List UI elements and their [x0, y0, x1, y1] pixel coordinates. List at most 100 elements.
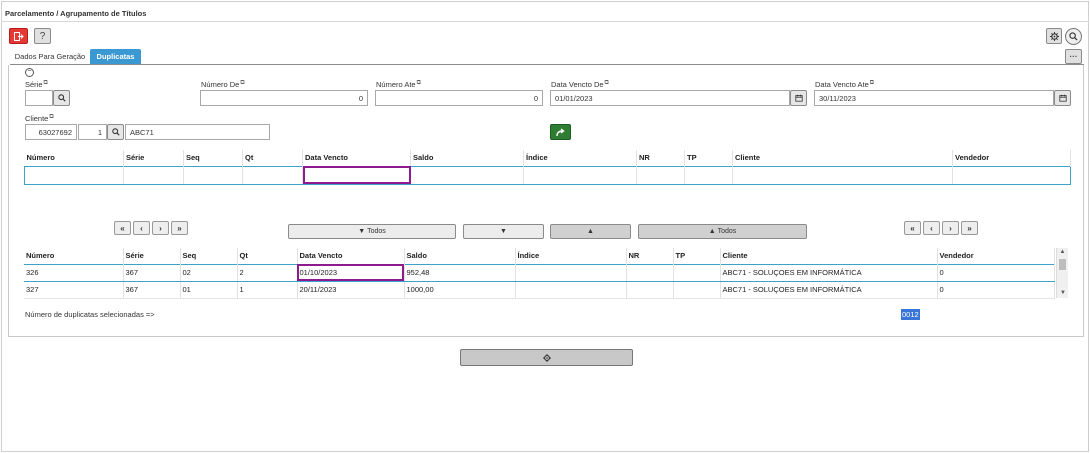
scroll-down-icon[interactable]: ▼: [1060, 290, 1066, 296]
col-serie[interactable]: Série: [123, 248, 181, 264]
more-options-button[interactable]: ···: [1065, 49, 1082, 64]
left-last-page-button[interactable]: »: [171, 221, 188, 235]
col-tp[interactable]: TP: [673, 248, 721, 264]
arrow-down-icon: ▼: [358, 228, 366, 235]
col-nr[interactable]: NR: [636, 150, 685, 166]
data-vencto-ate-label: Data Vencto Ate⧉: [815, 80, 875, 89]
scroll-thumb[interactable]: [1059, 259, 1066, 270]
col-data-vencto[interactable]: Data Vencto: [297, 248, 405, 264]
col-nr[interactable]: NR: [626, 248, 674, 264]
selected-count-label: Número de duplicatas selecionadas =>: [25, 310, 155, 319]
arrow-up-icon: ▲: [708, 228, 716, 235]
remove-one-button[interactable]: ▲: [550, 224, 631, 239]
right-first-page-button[interactable]: «: [904, 221, 921, 235]
search-icon: [111, 128, 120, 136]
col-qt[interactable]: Qt: [242, 150, 303, 166]
table-row[interactable]: 327 367 01 1 20/11/2023 1000,00 ABC71 - …: [24, 281, 1055, 299]
tab-duplicatas[interactable]: Duplicatas: [90, 49, 141, 64]
focused-cell[interactable]: 01/10/2023: [297, 263, 405, 282]
table-header: Número Série Seq Qt Data Vencto Saldo Ín…: [24, 248, 1055, 264]
col-seq[interactable]: Seq: [183, 150, 243, 166]
col-seq[interactable]: Seq: [180, 248, 238, 264]
scroll-up-icon[interactable]: ▲: [1059, 249, 1066, 255]
calendar-icon: [794, 94, 803, 102]
col-qt[interactable]: Qt: [237, 248, 298, 264]
left-prev-page-button[interactable]: ‹: [133, 221, 150, 235]
numero-ate-label: Número Ate⧉: [376, 80, 421, 89]
data-vencto-ate-input[interactable]: 30/11/2023: [814, 90, 1054, 106]
calendar-icon: [1058, 94, 1067, 102]
data-vencto-ate-calendar-button[interactable]: [1054, 90, 1071, 106]
serie-search-button[interactable]: [53, 90, 70, 106]
right-prev-page-button[interactable]: ‹: [923, 221, 940, 235]
col-vendedor[interactable]: Vendedor: [937, 248, 1055, 264]
exit-button[interactable]: [9, 28, 28, 44]
select-one-button[interactable]: ▼: [463, 224, 544, 239]
search-icon: [1069, 32, 1078, 41]
col-tp[interactable]: TP: [684, 150, 733, 166]
numero-de-input[interactable]: 0: [200, 90, 368, 106]
col-saldo[interactable]: Saldo: [410, 150, 524, 166]
col-cliente[interactable]: Cliente: [732, 150, 953, 166]
table-row[interactable]: 326 367 02 2 01/10/2023 952,48 ABC71 - S…: [24, 263, 1055, 282]
col-serie[interactable]: Série: [123, 150, 184, 166]
col-data-vencto[interactable]: Data Vencto: [302, 150, 411, 166]
title-divider: [1, 21, 1089, 22]
help-button[interactable]: ?: [34, 28, 51, 44]
arrow-up-icon: ▲: [587, 228, 594, 235]
right-last-page-button[interactable]: »: [961, 221, 978, 235]
numero-de-label: Número De⧉: [201, 80, 245, 89]
copy-icon: ⧉: [416, 80, 421, 86]
gear-icon: [1049, 31, 1059, 41]
col-vendedor[interactable]: Vendedor: [952, 150, 1071, 166]
available-duplicatas-table: Número Série Seq Qt Data Vencto Saldo Ín…: [24, 150, 1071, 185]
serie-label: Série⧉: [25, 80, 48, 89]
col-numero[interactable]: Número: [24, 150, 124, 166]
forward-arrow-icon: [555, 127, 565, 136]
select-all-button[interactable]: ▼ Todos: [288, 224, 456, 239]
copy-icon: ⧉: [604, 80, 609, 86]
focused-cell[interactable]: [302, 165, 411, 185]
left-first-page-button[interactable]: «: [114, 221, 131, 235]
col-indice[interactable]: Índice: [515, 248, 627, 264]
col-cliente[interactable]: Cliente: [720, 248, 938, 264]
data-vencto-de-label: Data Vencto De⧉: [551, 80, 609, 89]
cliente-search-button[interactable]: [107, 124, 124, 140]
collapse-filters-button[interactable]: −: [25, 68, 34, 77]
cliente-label: Cliente⧉: [25, 114, 54, 123]
duplicatas-panel: [8, 65, 1084, 337]
copy-icon: ⧉: [240, 80, 245, 86]
search-icon: [57, 94, 66, 102]
copy-icon: ⧉: [43, 80, 48, 86]
arrow-down-icon: ▼: [500, 228, 507, 235]
exit-icon: [13, 31, 24, 41]
page-title: Parcelamento / Agrupamento de Títulos: [5, 9, 147, 18]
gear-icon: [542, 353, 551, 362]
remove-all-button[interactable]: ▲ Todos: [638, 224, 807, 239]
table-scrollbar[interactable]: ▲ ▼: [1056, 248, 1068, 298]
col-indice[interactable]: Índice: [523, 150, 637, 166]
data-vencto-de-calendar-button[interactable]: [790, 90, 807, 106]
cliente-seq-input[interactable]: 1: [78, 124, 107, 140]
numero-ate-input[interactable]: 0: [375, 90, 543, 106]
cliente-name-input[interactable]: ABC71: [125, 124, 270, 140]
col-saldo[interactable]: Saldo: [404, 248, 516, 264]
table-row[interactable]: [24, 165, 1071, 185]
copy-icon: ⧉: [49, 114, 54, 120]
copy-icon: ⧉: [869, 80, 875, 86]
process-button[interactable]: [460, 349, 633, 366]
apply-filter-button[interactable]: [550, 124, 571, 140]
cliente-code-input[interactable]: 63027692: [25, 124, 77, 140]
tab-dados-para-geracao[interactable]: Dados Para Geração: [14, 52, 86, 61]
data-vencto-de-input[interactable]: 01/01/2023: [550, 90, 790, 106]
serie-input[interactable]: [25, 90, 53, 106]
right-next-page-button[interactable]: ›: [942, 221, 959, 235]
selected-duplicatas-table: Número Série Seq Qt Data Vencto Saldo Ín…: [24, 248, 1055, 299]
selected-count-value: 0012: [901, 309, 920, 320]
settings-button[interactable]: [1046, 28, 1062, 44]
global-search-button[interactable]: [1065, 28, 1082, 45]
table-header: Número Série Seq Qt Data Vencto Saldo Ín…: [24, 150, 1071, 166]
left-next-page-button[interactable]: ›: [152, 221, 169, 235]
col-numero[interactable]: Número: [24, 248, 124, 264]
